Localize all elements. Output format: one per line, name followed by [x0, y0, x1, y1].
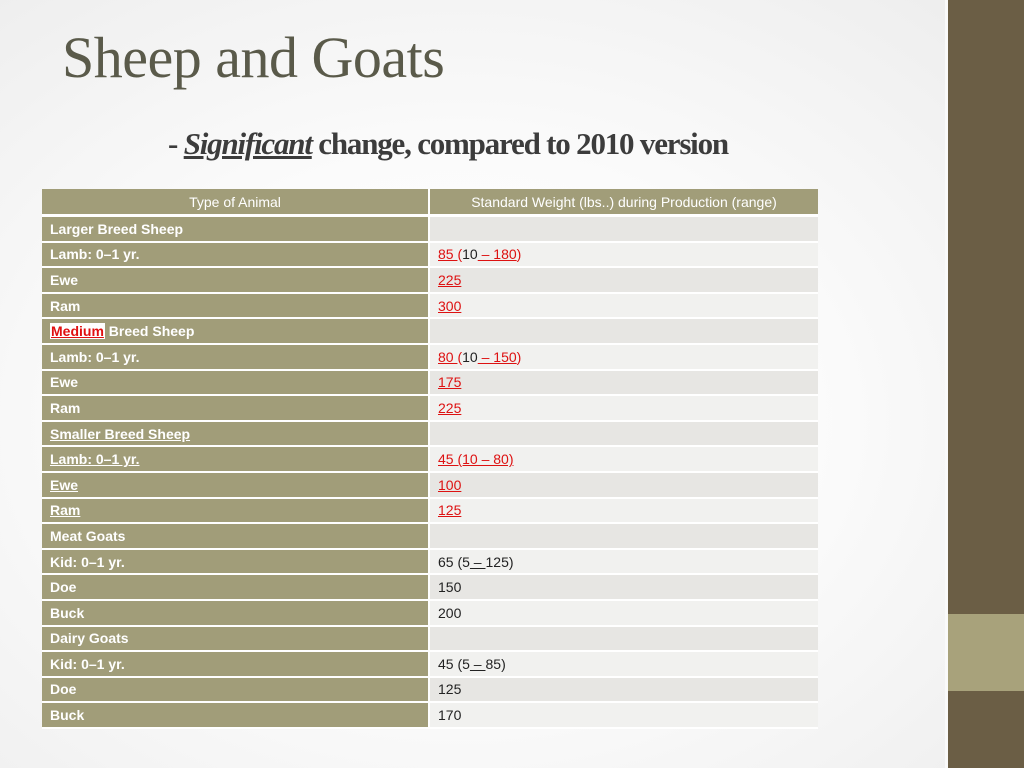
- table-row: Lamb: 0–1 yr. 45 (10 – 80): [42, 447, 818, 473]
- column-header-animal: Type of Animal: [42, 189, 430, 217]
- weight-cell: 100: [430, 472, 818, 499]
- table-row: Doe 150: [42, 575, 818, 601]
- weight-value-changed: 125: [438, 502, 462, 519]
- weight-paren: (: [457, 348, 463, 365]
- animal-cell: Dairy Goats: [42, 626, 430, 653]
- weight-value-changed: 225: [438, 399, 462, 416]
- weight-cell: 300: [430, 293, 818, 320]
- weight-paren: (: [457, 246, 463, 263]
- weight-range-high: 85): [485, 655, 506, 672]
- animal-cell: Buck: [42, 600, 430, 627]
- table-row: Kid: 0–1 yr. 65 (5 – 125): [42, 549, 818, 576]
- table-row: Larger Breed Sheep: [42, 217, 818, 243]
- table-row: Ewe 100: [42, 472, 818, 499]
- weight-range-dash: –: [469, 553, 486, 570]
- weights-table: Type of Animal Standard Weight (lbs..) d…: [42, 189, 818, 729]
- weight-cell: [430, 626, 818, 653]
- table-row: Medium Breed Sheep: [42, 319, 818, 345]
- weight-cell: 225: [430, 396, 818, 422]
- weight-paren: ): [516, 246, 522, 263]
- weight-cell: 225: [430, 268, 818, 294]
- weight-value-changed: 45 (10 – 80): [438, 451, 514, 468]
- animal-cell: Smaller Breed Sheep: [42, 421, 430, 448]
- table-row: Ewe 175: [42, 370, 818, 397]
- weight-value-changed: 85: [438, 246, 458, 263]
- table-row: Meat Goats: [42, 524, 818, 550]
- weight-value: 45 (5: [438, 655, 470, 672]
- weight-cell: 45 (5 – 85): [430, 652, 818, 678]
- table-row: Lamb: 0–1 yr. 85 (10 – 180): [42, 242, 818, 269]
- weight-value-changed: 175: [438, 374, 462, 391]
- table-row: Buck 170: [42, 703, 818, 729]
- weight-value-changed: 80: [438, 348, 458, 365]
- weight-value-changed: 300: [438, 297, 462, 314]
- animal-cell: Larger Breed Sheep: [42, 217, 430, 243]
- weight-range-high-changed: – 180: [477, 246, 517, 263]
- table-row: Ram 225: [42, 396, 818, 422]
- weight-range-low: 10: [462, 246, 478, 263]
- animal-cell: Medium Breed Sheep: [42, 319, 430, 345]
- animal-cell: Meat Goats: [42, 524, 430, 550]
- animal-cell: Ewe: [42, 472, 430, 499]
- weight-cell: [430, 421, 818, 448]
- animal-cell: Ram: [42, 498, 430, 525]
- weight-cell: 200: [430, 600, 818, 627]
- sidebar-divider: [945, 0, 948, 768]
- weight-cell: 150: [430, 575, 818, 601]
- table-row: Ewe 225: [42, 268, 818, 294]
- weight-value-changed: 225: [438, 271, 462, 288]
- weight-cell: 175: [430, 370, 818, 397]
- animal-cell: Ewe: [42, 370, 430, 397]
- animal-cell: Kid: 0–1 yr.: [42, 549, 430, 576]
- weight-cell: [430, 319, 818, 345]
- weight-cell: 85 (10 – 180): [430, 242, 818, 269]
- weight-cell: 80 (10 – 150): [430, 344, 818, 371]
- subtitle-text: change, compared to 2010 version: [311, 126, 729, 161]
- animal-cell: Lamb: 0–1 yr.: [42, 242, 430, 269]
- column-header-weight: Standard Weight (lbs..) during Productio…: [430, 189, 818, 217]
- table-row: Lamb: 0–1 yr. 80 (10 – 150): [42, 344, 818, 371]
- animal-cell: Kid: 0–1 yr.: [42, 652, 430, 678]
- table-row: Buck 200: [42, 600, 818, 627]
- animal-cell: Ewe: [42, 268, 430, 294]
- weight-cell: 125: [430, 677, 818, 704]
- table-header-row: Type of Animal Standard Weight (lbs..) d…: [42, 189, 818, 217]
- weight-cell: 170: [430, 703, 818, 729]
- weight-range-low: 10: [462, 348, 478, 365]
- animal-cell: Ram: [42, 396, 430, 422]
- weight-cell: 125: [430, 498, 818, 525]
- weight-cell: 45 (10 – 80): [430, 447, 818, 473]
- weight-range-dash: –: [469, 655, 486, 672]
- slide-title: Sheep and Goats: [62, 25, 445, 90]
- weight-value-changed: 100: [438, 476, 462, 493]
- table-row: Ram 125: [42, 498, 818, 525]
- table-row: Ram 300: [42, 293, 818, 320]
- animal-label-changed: Medium: [50, 323, 105, 340]
- weight-cell: [430, 217, 818, 243]
- weight-range-high: 125): [485, 553, 514, 570]
- subtitle-emphasis: Significant: [183, 126, 313, 161]
- table-row: Dairy Goats: [42, 626, 818, 653]
- weight-range-high-changed: – 150: [477, 348, 517, 365]
- animal-cell: Lamb: 0–1 yr.: [42, 447, 430, 473]
- animal-cell: Lamb: 0–1 yr.: [42, 344, 430, 371]
- subtitle-dash: -: [168, 126, 178, 161]
- slide-subtitle: - Significant change, compared to 2010 v…: [168, 126, 729, 162]
- table-row: Kid: 0–1 yr. 45 (5 – 85): [42, 652, 818, 678]
- weight-cell: [430, 524, 818, 550]
- animal-label-rest: Breed Sheep: [104, 323, 195, 340]
- animal-cell: Ram: [42, 293, 430, 320]
- weight-paren: ): [516, 348, 522, 365]
- sidebar-accent-block: [948, 614, 1024, 691]
- table-row: Smaller Breed Sheep: [42, 421, 818, 448]
- table-row: Doe 125: [42, 677, 818, 704]
- animal-cell: Doe: [42, 575, 430, 601]
- weight-cell: 65 (5 – 125): [430, 549, 818, 576]
- weight-value: 65 (5: [438, 553, 470, 570]
- animal-cell: Buck: [42, 703, 430, 729]
- animal-cell: Doe: [42, 677, 430, 704]
